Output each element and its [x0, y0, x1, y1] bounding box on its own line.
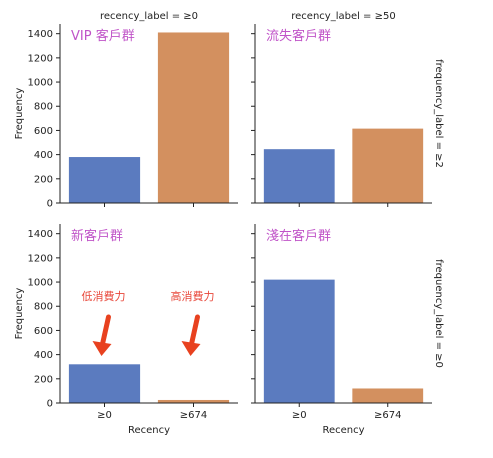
x-tick-label: ≥674: [374, 410, 401, 421]
y-tick-label: 800: [34, 102, 53, 113]
arrow-shaft: [100, 314, 111, 347]
y-tick-label: 600: [34, 326, 53, 337]
bar-recency-0: [68, 157, 141, 203]
bar-recency-674: [352, 128, 424, 203]
y-tick-label: 1400: [28, 29, 53, 40]
bar-recency-674: [157, 399, 230, 403]
y-tick-label: 1200: [28, 53, 53, 64]
y-tick-label: 1200: [28, 253, 53, 264]
x-tick-label: ≥674: [180, 410, 207, 421]
y-tick-label: 1000: [28, 278, 53, 289]
x-axis-label: Recency: [128, 425, 170, 436]
bar-recency-674: [352, 388, 424, 403]
arrow-head-icon: [92, 341, 112, 356]
y-tick-label: 400: [34, 150, 53, 161]
y-tick-label: 1000: [28, 78, 53, 89]
segment-annotation: 流失客戶群: [266, 28, 331, 44]
facet-row-title: frequency_label = ≥0: [433, 259, 444, 368]
y-axis-label: Frequency: [14, 288, 25, 340]
y-axis-label: Frequency: [14, 88, 25, 140]
facet-panel-4: ≥0 ≥674 frequency_label = ≥0 淺在客戶群: [251, 224, 444, 421]
y-tick-label: 1400: [28, 229, 53, 240]
bar-recency-0: [68, 364, 141, 403]
facet-panel-1: 0 200 400 600 800 1000 1200 1400 recency_label =…: [28, 11, 238, 210]
segment-annotation: 淺在客戶群: [266, 228, 331, 244]
arrow-label: 低消費力: [82, 289, 126, 303]
bar-recency-0: [263, 149, 335, 203]
arrow-shaft: [189, 314, 200, 347]
x-tick-label: ≥0: [97, 410, 112, 421]
segment-annotation: VIP 客戶群: [71, 28, 135, 44]
bar-recency-674: [157, 32, 230, 203]
facet-panel-2: recency_label = ≥50 frequency_label = ≥2 流…: [251, 11, 444, 207]
facet-row-title: frequency_label = ≥2: [433, 59, 444, 168]
y-tick-label: 800: [34, 302, 53, 313]
y-tick-label: 200: [34, 374, 53, 385]
y-tick-label: 400: [34, 350, 53, 361]
x-axis-label: Recency: [322, 425, 364, 436]
arrow-head-icon: [181, 341, 201, 356]
x-tick-label: ≥0: [292, 410, 307, 421]
facet-column-title: recency_label = ≥0: [100, 11, 198, 22]
facet-column-title: recency_label = ≥50: [291, 11, 395, 22]
arrow-label: 高消費力: [171, 289, 215, 303]
y-tick-label: 200: [34, 174, 53, 185]
bar-recency-0: [263, 279, 335, 403]
y-tick-label: 600: [34, 126, 53, 137]
y-tick-label: 0: [47, 399, 53, 410]
segment-annotation: 新客戶群: [71, 228, 123, 244]
y-tick-label: 0: [47, 199, 53, 210]
